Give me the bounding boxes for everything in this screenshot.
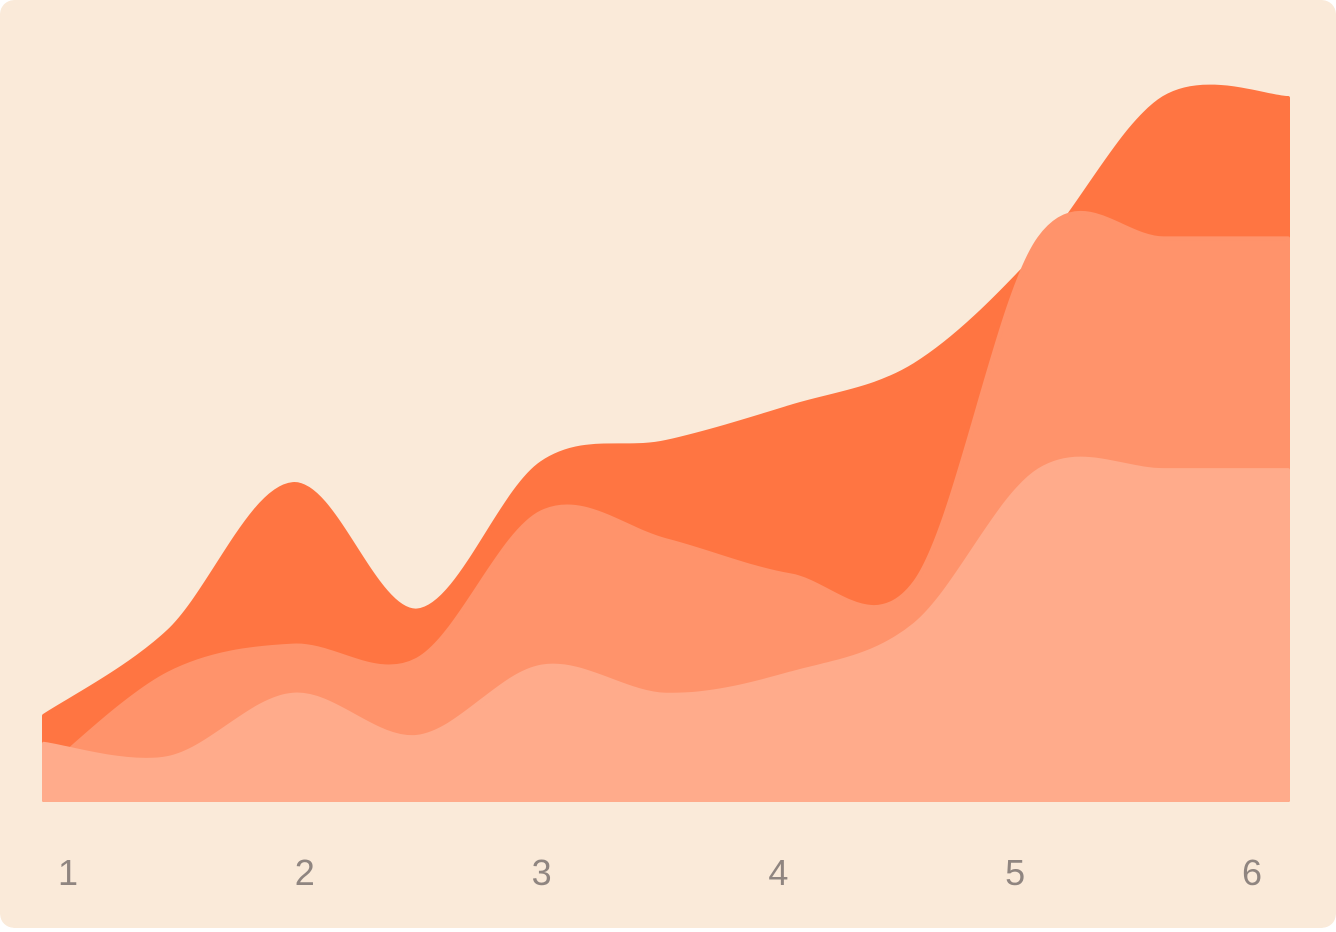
x-tick-label-1: 1 [58,852,78,893]
x-tick-label-2: 2 [295,852,315,893]
area-series-3 [42,456,1290,802]
x-tick-label-6: 6 [1242,852,1262,893]
x-tick-label-3: 3 [532,852,552,893]
x-axis-tick-labels: 1 2 3 4 5 6 [58,852,1262,893]
x-tick-label-4: 4 [768,852,788,893]
x-tick-label-5: 5 [1005,852,1025,893]
area-series-group [42,84,1290,802]
